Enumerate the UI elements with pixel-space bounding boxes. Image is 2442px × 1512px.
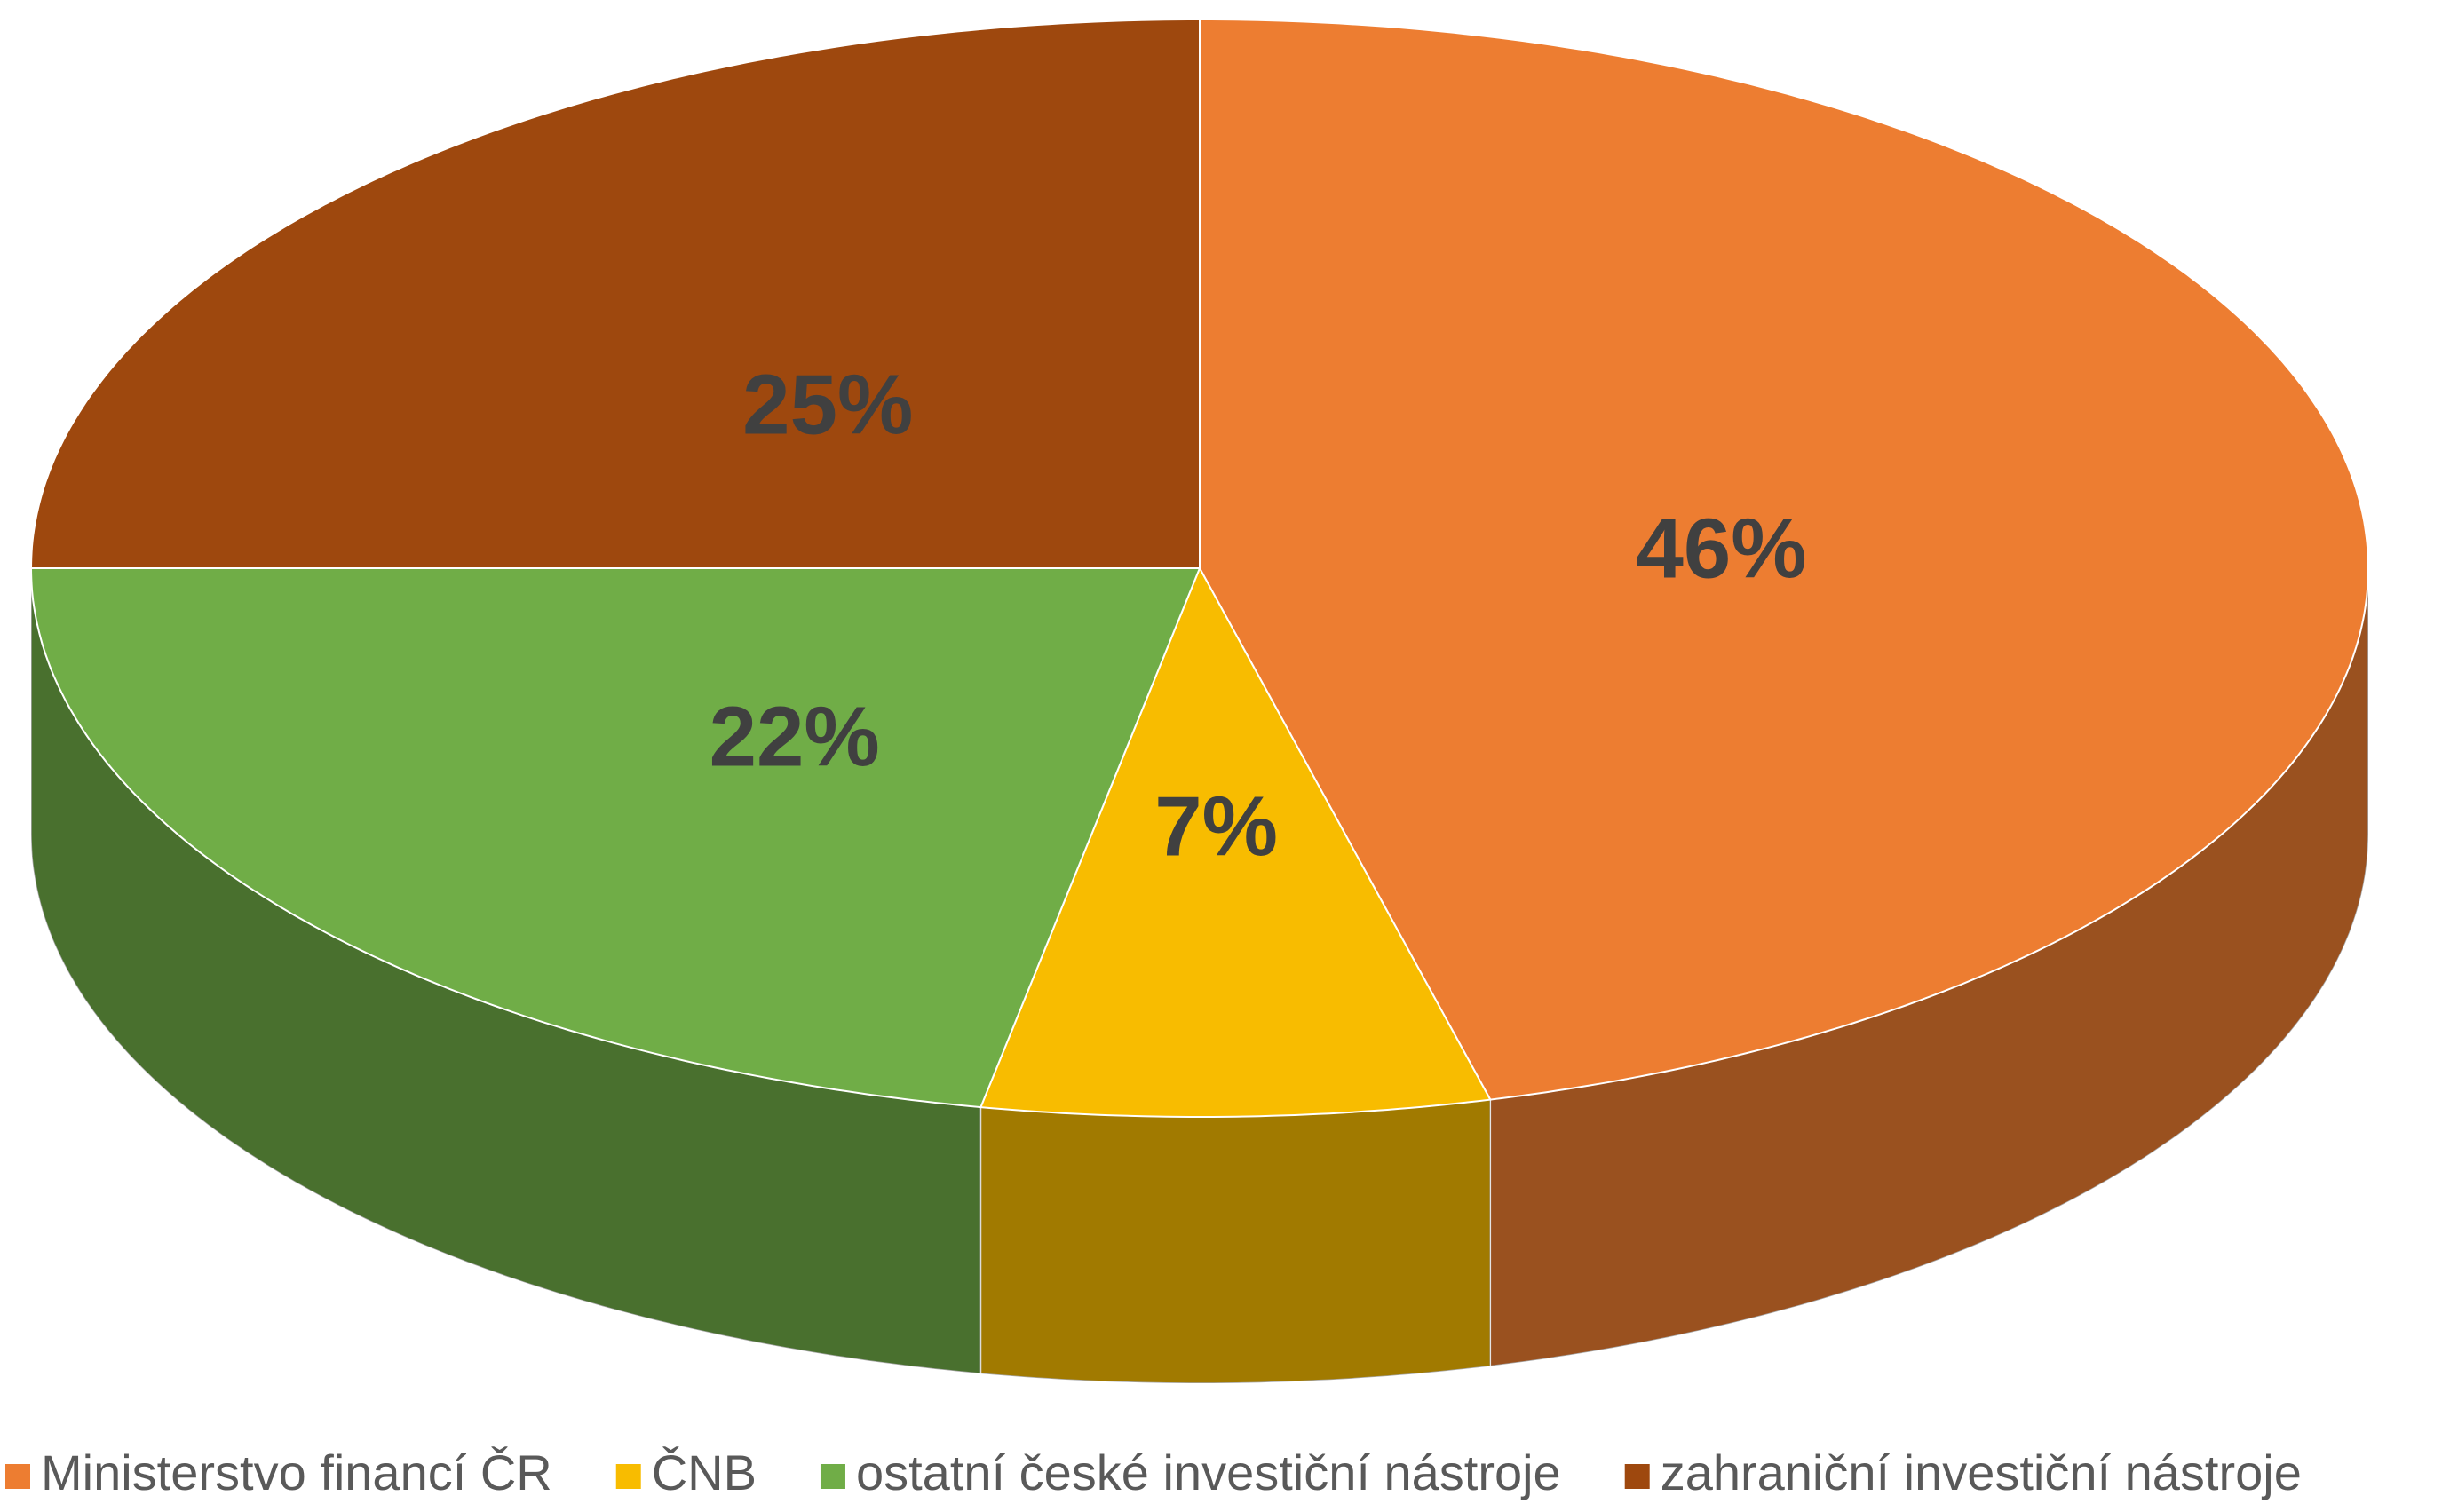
data-label: 25% [742, 358, 913, 453]
pie-side-shade [1490, 568, 2368, 1366]
legend-label: zahraniční investiční nástroje [1661, 1445, 2302, 1500]
legend-label: Ministerstvo financí ČR [41, 1445, 552, 1500]
pie-slice [29, 19, 1201, 569]
pie-sides [30, 567, 2369, 1384]
legend: Ministerstvo financí ČR ČNB ostatní české … [5, 1445, 2302, 1500]
pie-slice [1199, 19, 2369, 1101]
legend-marker [1624, 1464, 1650, 1489]
pie-side-shade [31, 568, 981, 1374]
pie-tops [29, 19, 2369, 1118]
legend-marker [615, 1464, 641, 1489]
pie-slice [979, 566, 1492, 1118]
data-label: 46% [1636, 502, 1806, 597]
pie-side-shade [980, 1099, 1491, 1383]
legend-label: ostatní české investiční nástroje [856, 1445, 1561, 1500]
data-label: 7% [1154, 779, 1278, 874]
pie-slice [29, 567, 1201, 1109]
legend-marker [820, 1464, 845, 1489]
data-labels: 46% 7% 22% 25% [710, 358, 1807, 875]
legend-label: ČNB [652, 1445, 757, 1500]
data-label: 22% [710, 690, 880, 785]
legend-marker [5, 1464, 30, 1489]
